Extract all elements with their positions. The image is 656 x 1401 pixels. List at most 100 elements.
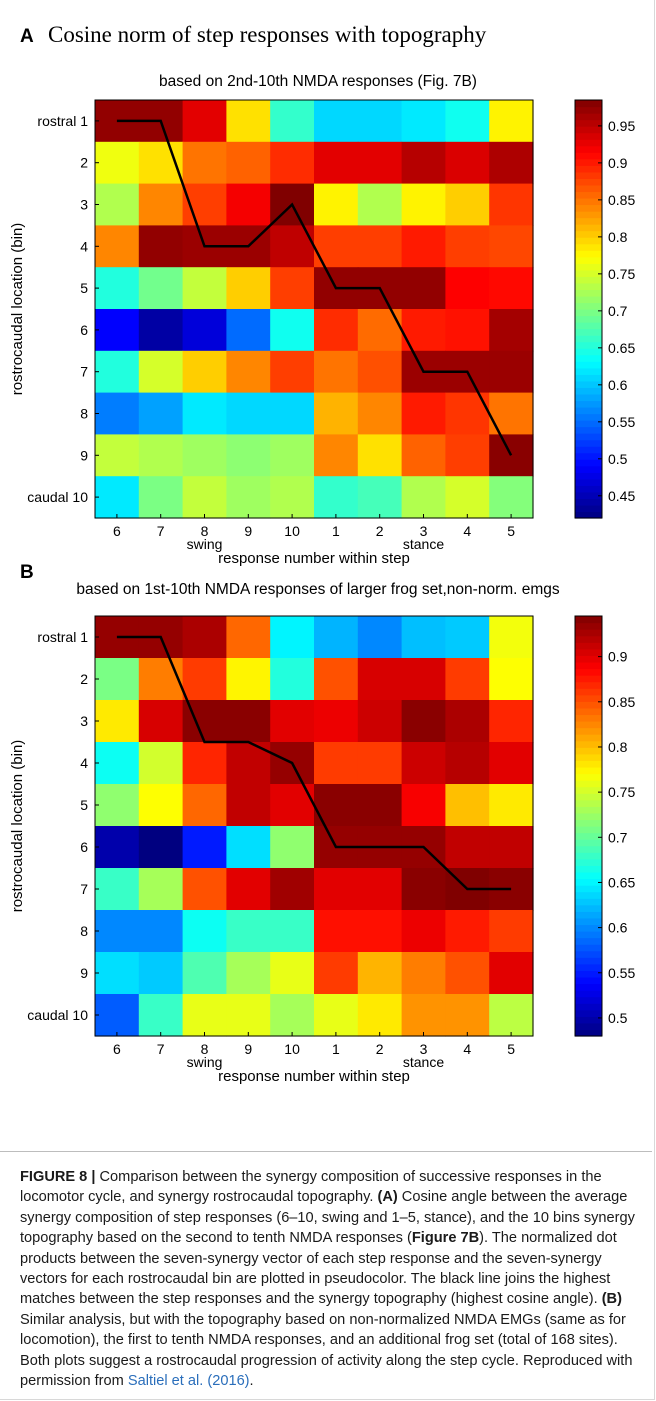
colorbar-segment xyxy=(575,931,602,939)
y-tick-label: 7 xyxy=(80,364,88,380)
colorbar-segment xyxy=(575,256,602,264)
heatmap-cell xyxy=(357,392,403,435)
y-tick-label: 8 xyxy=(80,406,88,422)
heatmap-cell xyxy=(270,350,315,394)
heatmap-cell xyxy=(138,994,184,1037)
chart-b-highest-match-line xyxy=(116,635,512,891)
heatmap-cell xyxy=(270,658,315,701)
heatmap-cell xyxy=(445,141,490,185)
heatmap-cell xyxy=(182,434,227,477)
chart-a-phase-labels: swing stance xyxy=(187,536,445,552)
colorbar-segment xyxy=(575,747,602,755)
heatmap-cell xyxy=(314,952,359,995)
y-tick-label: 5 xyxy=(80,797,88,813)
heatmap-cell xyxy=(489,910,534,953)
heatmap-cell xyxy=(357,742,403,785)
heatmap-cell xyxy=(226,434,271,477)
heatmap-cell xyxy=(138,868,184,911)
colorbar-tick-label: 0.55 xyxy=(608,414,635,430)
heatmap-cell xyxy=(401,267,446,310)
heatmap-cell xyxy=(489,309,534,352)
chart-a-cells xyxy=(95,100,534,519)
colorbar-segment xyxy=(575,106,602,114)
caption-figure-label: FIGURE 8 | xyxy=(20,1169,96,1185)
heatmap-cell xyxy=(95,309,140,352)
heatmap-cell xyxy=(357,141,403,185)
colorbar-segment xyxy=(575,459,602,467)
colorbar-segment xyxy=(575,204,602,212)
colorbar-segment xyxy=(575,263,602,271)
heatmap-cell xyxy=(401,910,446,953)
heatmap-cell xyxy=(95,183,140,226)
y-tick-label: 6 xyxy=(80,839,88,855)
chart-b-plot-frame xyxy=(94,615,534,1037)
caption-figure-reference[interactable]: Figure 7B xyxy=(411,1230,480,1247)
colorbar-segment xyxy=(575,491,602,500)
colorbar-segment xyxy=(575,839,602,847)
caption-citation-link[interactable]: Saltiel et al. (2016) xyxy=(127,1373,250,1390)
heatmap-cell xyxy=(226,267,271,310)
heatmap-cell xyxy=(314,616,359,659)
colorbar-segment xyxy=(575,439,602,447)
colorbar-segment xyxy=(575,760,602,768)
phase-label-stance: stance xyxy=(403,536,444,552)
chart-b-y-ticks: rostral 1 2 3 4 5 6 7 8 9 caudal 10 xyxy=(27,629,99,1023)
panel-a-letter: A xyxy=(20,26,34,47)
heatmap-cell xyxy=(314,141,359,185)
colorbar-segment xyxy=(575,911,602,919)
heatmap-cell xyxy=(489,225,534,268)
heatmap-cell xyxy=(401,434,446,477)
heatmap-cell xyxy=(182,952,227,995)
chart-b-y-axis-label: rostrocaudal location (bin) xyxy=(9,740,26,913)
x-tick-label: 5 xyxy=(507,523,515,539)
colorbar-segment xyxy=(575,858,602,866)
heatmap-cell xyxy=(270,225,315,268)
y-tick-label: 4 xyxy=(80,238,88,254)
heatmap-cell xyxy=(314,994,359,1037)
colorbar-segment xyxy=(575,289,602,297)
heatmap-cell xyxy=(401,616,446,659)
colorbar-segment xyxy=(575,465,602,473)
colorbar-segment xyxy=(575,504,602,513)
heatmap-cell xyxy=(226,784,271,827)
heatmap-cell xyxy=(95,784,140,827)
heatmap-cell xyxy=(270,309,315,352)
chart-a-highest-match-line xyxy=(116,119,513,456)
colorbar-segment xyxy=(575,446,602,454)
x-tick-label: 4 xyxy=(463,1041,471,1057)
colorbar-tick-label: 0.75 xyxy=(608,266,635,282)
heatmap-cell xyxy=(226,183,271,226)
heatmap-cell xyxy=(314,658,359,701)
heatmap-cell xyxy=(270,141,315,185)
heatmap-cell xyxy=(182,267,227,310)
heatmap-cell xyxy=(314,700,359,743)
heatmap-cell xyxy=(95,658,140,701)
colorbar-segment xyxy=(575,341,602,349)
colorbar-segment xyxy=(575,217,602,225)
colorbar-tick-label: 0.95 xyxy=(608,118,635,134)
colorbar-segment xyxy=(575,852,602,860)
colorbar-segment xyxy=(575,753,602,761)
heatmap-cell xyxy=(489,141,534,185)
colorbar-segment xyxy=(575,701,602,709)
heatmap-cell xyxy=(182,868,227,911)
heatmap-cell xyxy=(489,100,534,143)
chart-b-cells xyxy=(95,616,534,1037)
heatmap-cell xyxy=(182,350,227,394)
heatmap-cell xyxy=(445,309,490,352)
heatmap-cell xyxy=(489,700,534,743)
heatmap-cell xyxy=(401,742,446,785)
y-tick-label: rostral 1 xyxy=(37,113,88,129)
heatmap-cell xyxy=(95,141,140,185)
heatmap-cell xyxy=(270,826,315,869)
panel-a-title: Cosine norm of step responses with topog… xyxy=(48,22,487,47)
colorbar-tick-label: 0.75 xyxy=(608,784,635,800)
chart-a-colorbar: 0.45 0.5 0.55 0.6 0.65 0.7 0.75 0.8 0.85 0.9 0.95 xyxy=(574,99,635,519)
heatmap-cell xyxy=(95,994,140,1037)
colorbar-segment xyxy=(575,348,602,356)
colorbar-segment xyxy=(575,970,602,978)
heatmap-cell xyxy=(226,910,271,953)
y-tick-label: 4 xyxy=(80,755,88,771)
colorbar-segment xyxy=(575,885,602,893)
colorbar-segment xyxy=(575,806,602,814)
